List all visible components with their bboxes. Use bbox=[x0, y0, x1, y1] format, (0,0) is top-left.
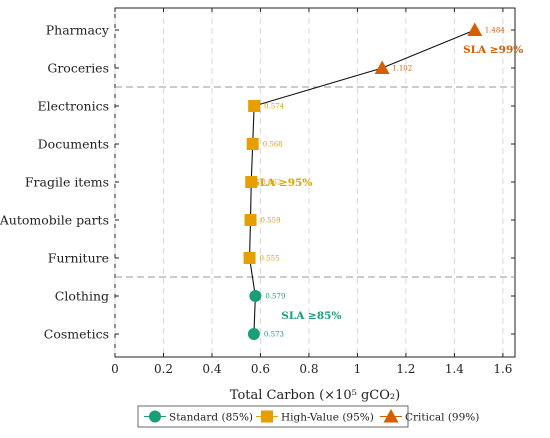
data-point bbox=[245, 176, 258, 188]
sla-label: SLA ≥99% bbox=[463, 44, 523, 56]
legend-label: Critical (99%) bbox=[405, 411, 479, 423]
label-layer: 0.579 0.573 0.574 0.568 0.562 0.559 0.555 1.484… bbox=[252, 27, 523, 339]
data-label: 0.568 bbox=[263, 141, 283, 149]
category-label: Groceries bbox=[47, 61, 109, 76]
data-point bbox=[249, 290, 262, 302]
category-label: Automobile parts bbox=[0, 213, 109, 228]
category-label: Furniture bbox=[48, 251, 109, 266]
data-label: 1.484 bbox=[485, 27, 506, 35]
data-label: 0.559 bbox=[261, 217, 281, 225]
legend-marker bbox=[261, 410, 273, 423]
data-label: 0.555 bbox=[260, 255, 280, 263]
x-axis-title: Total Carbon (×10⁵ gCO₂) bbox=[230, 388, 400, 403]
data-label: 0.562 bbox=[261, 179, 281, 187]
data-point bbox=[248, 100, 261, 112]
sla-label: SLA ≥85% bbox=[281, 310, 341, 322]
sla-label: SLA ≥95% bbox=[252, 177, 312, 189]
category-label: Fragile items bbox=[25, 175, 109, 190]
separator-layer bbox=[115, 86, 515, 278]
data-point bbox=[246, 138, 259, 150]
x-tick-label: 1.4 bbox=[445, 362, 464, 376]
data-label: 0.573 bbox=[264, 331, 284, 339]
axis-layer: 0 0.2 0.4 0.6 0.8 1 1.2 1.4 1.6 Pharmacy Groceries… bbox=[0, 8, 515, 376]
x-tick-label: 0.2 bbox=[154, 362, 173, 376]
data-label: 0.579 bbox=[265, 293, 285, 301]
data-point bbox=[467, 22, 483, 36]
legend-label: Standard (85%) bbox=[169, 411, 253, 423]
x-tick-label: 1.2 bbox=[396, 362, 415, 376]
legend-marker bbox=[149, 410, 161, 423]
category-label: Cosmetics bbox=[44, 327, 109, 342]
plot-area bbox=[114, 7, 516, 358]
data-point bbox=[374, 60, 390, 74]
category-label: Pharmacy bbox=[46, 23, 110, 38]
category-label: Documents bbox=[38, 137, 109, 152]
x-tick-label: 1.6 bbox=[493, 362, 512, 376]
x-tick-label: 0 bbox=[111, 362, 119, 376]
x-tick-label: 0.4 bbox=[202, 362, 221, 376]
category-label: Electronics bbox=[37, 99, 109, 114]
x-tick-label: 0.6 bbox=[251, 362, 270, 376]
legend-label: High-Value (95%) bbox=[281, 411, 374, 423]
legend-marker bbox=[383, 409, 399, 423]
data-point bbox=[247, 328, 260, 340]
x-tick-label: 1 bbox=[354, 362, 362, 376]
data-point bbox=[244, 214, 257, 226]
category-label: Clothing bbox=[55, 289, 109, 304]
x-tick-label: 0.8 bbox=[299, 362, 318, 376]
data-label: 0.574 bbox=[264, 103, 285, 111]
marker-layer bbox=[243, 22, 483, 340]
data-point bbox=[243, 252, 256, 264]
legend: Standard (85%) High-Value (95%) Critical (… bbox=[137, 405, 479, 428]
data-label: 1.102 bbox=[392, 65, 412, 73]
